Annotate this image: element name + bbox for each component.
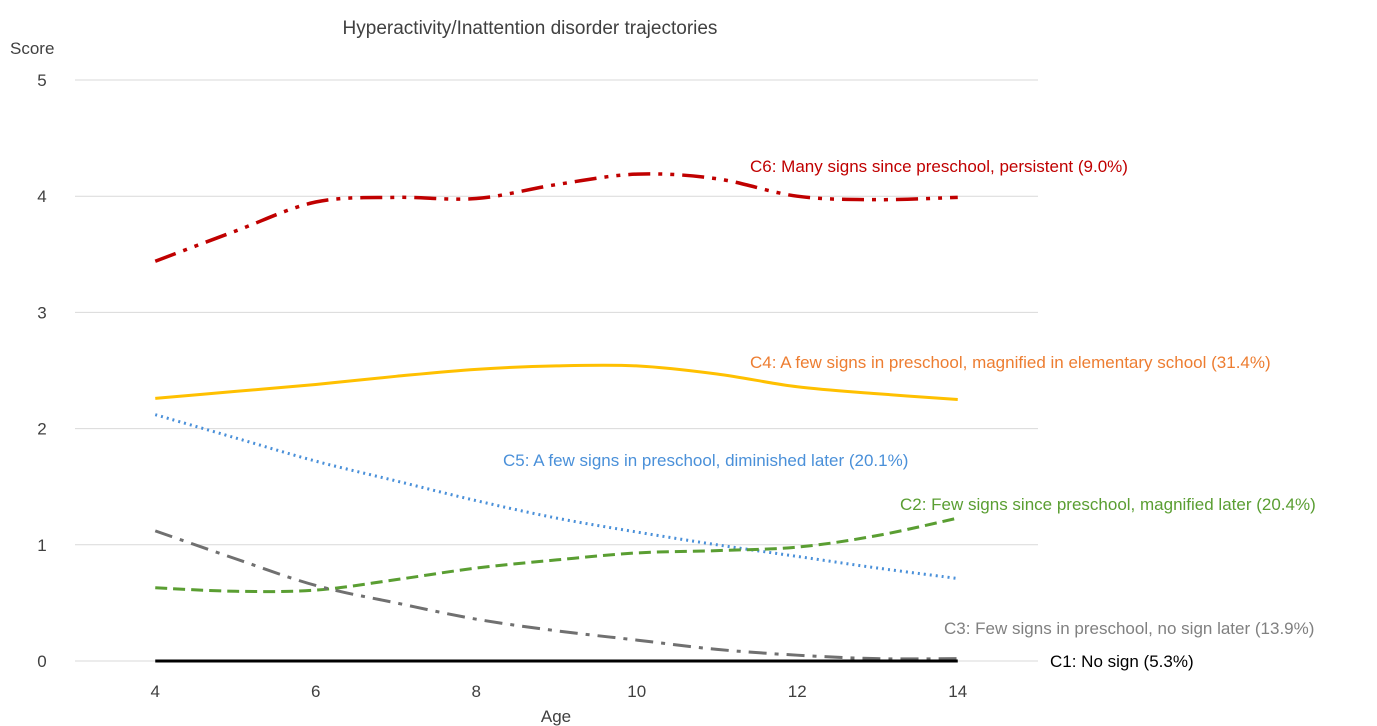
chart-title: Hyperactivity/Inattention disorder traje… [343, 18, 718, 39]
y-tick-label: 4 [37, 187, 46, 206]
x-tick-label: 8 [472, 682, 481, 701]
series-line [154, 529, 958, 661]
y-tick-label: 3 [37, 303, 46, 322]
series-line [154, 172, 958, 263]
series-label: C4: A few signs in preschool, magnified … [750, 353, 1271, 372]
series-line [155, 516, 959, 594]
y-tick-label: 5 [37, 71, 46, 90]
x-tick-label: 10 [627, 682, 646, 701]
series-line [154, 413, 958, 580]
y-tick-label: 0 [37, 652, 46, 671]
series-label: C1: No sign (5.3%) [1050, 652, 1194, 671]
y-axis-label: Score [10, 39, 54, 58]
series-label: C3: Few signs in preschool, no sign late… [944, 619, 1314, 638]
series-label: C6: Many signs since preschool, persiste… [750, 157, 1128, 176]
x-axis-label: Age [541, 707, 571, 726]
x-tick-label: 12 [788, 682, 807, 701]
x-tick-label: 4 [151, 682, 160, 701]
x-tick-label: 6 [311, 682, 320, 701]
series-label: C2: Few signs since preschool, magnified… [900, 495, 1316, 514]
series-line [155, 363, 958, 402]
y-tick-label: 1 [37, 536, 46, 555]
series-label: C5: A few signs in preschool, diminished… [503, 451, 908, 470]
x-tick-label: 14 [948, 682, 967, 701]
y-tick-label: 2 [37, 420, 46, 439]
